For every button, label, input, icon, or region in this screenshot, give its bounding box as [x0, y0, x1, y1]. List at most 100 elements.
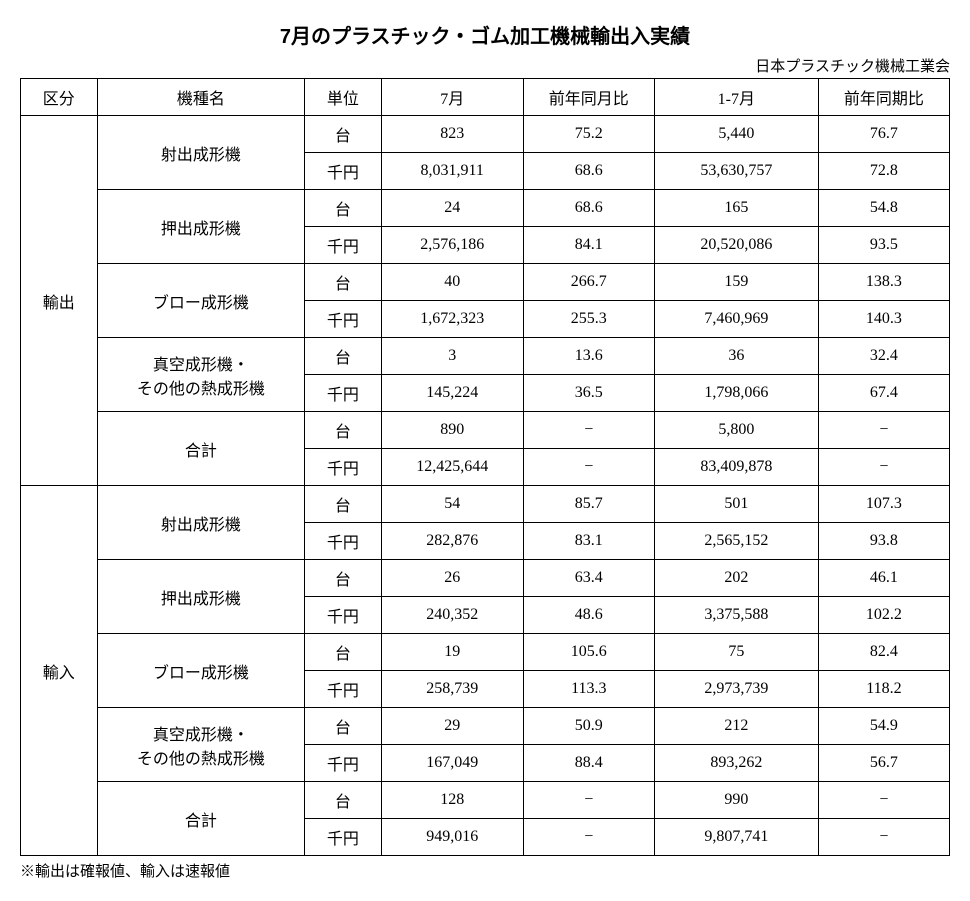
val-cell: 128: [381, 782, 523, 819]
unit-cell: 千円: [305, 153, 382, 190]
val-cell: 202: [654, 560, 818, 597]
val-cell: 56.7: [818, 745, 949, 782]
val-cell: 1,672,323: [381, 301, 523, 338]
unit-cell: 台: [305, 116, 382, 153]
th-cyoy: 前年同期比: [818, 79, 949, 116]
val-cell: −: [523, 412, 654, 449]
val-cell: 53,630,757: [654, 153, 818, 190]
unit-cell: 千円: [305, 745, 382, 782]
val-cell: 68.6: [523, 153, 654, 190]
val-cell: 7,460,969: [654, 301, 818, 338]
val-cell: 823: [381, 116, 523, 153]
type-vacuum-l2: その他の熱成形機: [137, 751, 265, 768]
type-vacuum: 真空成形機・その他の熱成形機: [97, 708, 305, 782]
type-vacuum: 真空成形機・その他の熱成形機: [97, 338, 305, 412]
source-label: 日本プラスチック機械工業会: [20, 55, 950, 76]
val-cell: 212: [654, 708, 818, 745]
type-blow: ブロー成形機: [97, 264, 305, 338]
val-cell: 113.3: [523, 671, 654, 708]
type-injection: 射出成形機: [97, 116, 305, 190]
th-unit: 単位: [305, 79, 382, 116]
val-cell: 107.3: [818, 486, 949, 523]
table-row: 押出成形機 台 26 63.4 202 46.1: [21, 560, 950, 597]
th-july: 7月: [381, 79, 523, 116]
header-row: 区分 機種名 単位 7月 前年同月比 1-7月 前年同期比: [21, 79, 950, 116]
val-cell: 9,807,741: [654, 819, 818, 856]
val-cell: 84.1: [523, 227, 654, 264]
val-cell: 8,031,911: [381, 153, 523, 190]
table-row: 真空成形機・その他の熱成形機 台 29 50.9 212 54.9: [21, 708, 950, 745]
unit-cell: 千円: [305, 301, 382, 338]
unit-cell: 千円: [305, 227, 382, 264]
val-cell: 255.3: [523, 301, 654, 338]
val-cell: 2,576,186: [381, 227, 523, 264]
val-cell: 140.3: [818, 301, 949, 338]
val-cell: 1,798,066: [654, 375, 818, 412]
val-cell: 12,425,644: [381, 449, 523, 486]
unit-cell: 千円: [305, 375, 382, 412]
val-cell: 2,973,739: [654, 671, 818, 708]
unit-cell: 台: [305, 264, 382, 301]
val-cell: −: [523, 449, 654, 486]
val-cell: 75: [654, 634, 818, 671]
val-cell: 893,262: [654, 745, 818, 782]
val-cell: 68.6: [523, 190, 654, 227]
val-cell: 990: [654, 782, 818, 819]
table-row: ブロー成形機 台 19 105.6 75 82.4: [21, 634, 950, 671]
val-cell: 67.4: [818, 375, 949, 412]
val-cell: 145,224: [381, 375, 523, 412]
type-vacuum-l1: 真空成形機・: [153, 357, 249, 374]
val-cell: 3: [381, 338, 523, 375]
val-cell: −: [523, 819, 654, 856]
val-cell: 40: [381, 264, 523, 301]
val-cell: 102.2: [818, 597, 949, 634]
val-cell: 63.4: [523, 560, 654, 597]
val-cell: 167,049: [381, 745, 523, 782]
val-cell: 48.6: [523, 597, 654, 634]
val-cell: 118.2: [818, 671, 949, 708]
val-cell: 83,409,878: [654, 449, 818, 486]
footnote: ※輸出は確報値、輸入は速報値: [20, 860, 950, 881]
val-cell: 26: [381, 560, 523, 597]
table-row: 押出成形機 台 24 68.6 165 54.8: [21, 190, 950, 227]
val-cell: 890: [381, 412, 523, 449]
val-cell: 3,375,588: [654, 597, 818, 634]
val-cell: 29: [381, 708, 523, 745]
table-row: 輸入 射出成形機 台 54 85.7 501 107.3: [21, 486, 950, 523]
table-row: 真空成形機・その他の熱成形機 台 3 13.6 36 32.4: [21, 338, 950, 375]
table-row: ブロー成形機 台 40 266.7 159 138.3: [21, 264, 950, 301]
type-vacuum-l1: 真空成形機・: [153, 727, 249, 744]
unit-cell: 千円: [305, 597, 382, 634]
val-cell: 5,800: [654, 412, 818, 449]
val-cell: 82.4: [818, 634, 949, 671]
unit-cell: 千円: [305, 671, 382, 708]
val-cell: 32.4: [818, 338, 949, 375]
unit-cell: 千円: [305, 449, 382, 486]
unit-cell: 台: [305, 782, 382, 819]
val-cell: 76.7: [818, 116, 949, 153]
table-row: 合計 台 890 − 5,800 −: [21, 412, 950, 449]
unit-cell: 千円: [305, 523, 382, 560]
val-cell: 501: [654, 486, 818, 523]
val-cell: 5,440: [654, 116, 818, 153]
val-cell: 282,876: [381, 523, 523, 560]
type-blow: ブロー成形機: [97, 634, 305, 708]
val-cell: 36: [654, 338, 818, 375]
val-cell: −: [523, 782, 654, 819]
unit-cell: 台: [305, 634, 382, 671]
unit-cell: 千円: [305, 819, 382, 856]
type-extrusion: 押出成形機: [97, 190, 305, 264]
val-cell: 54.9: [818, 708, 949, 745]
val-cell: 93.8: [818, 523, 949, 560]
type-total: 合計: [97, 412, 305, 486]
data-table: 区分 機種名 単位 7月 前年同月比 1-7月 前年同期比 輸出 射出成形機 台…: [20, 78, 950, 856]
table-row: 輸出 射出成形機 台 823 75.2 5,440 76.7: [21, 116, 950, 153]
val-cell: 75.2: [523, 116, 654, 153]
th-type: 機種名: [97, 79, 305, 116]
val-cell: 20,520,086: [654, 227, 818, 264]
val-cell: −: [818, 819, 949, 856]
val-cell: 19: [381, 634, 523, 671]
val-cell: 85.7: [523, 486, 654, 523]
val-cell: 138.3: [818, 264, 949, 301]
val-cell: 949,016: [381, 819, 523, 856]
